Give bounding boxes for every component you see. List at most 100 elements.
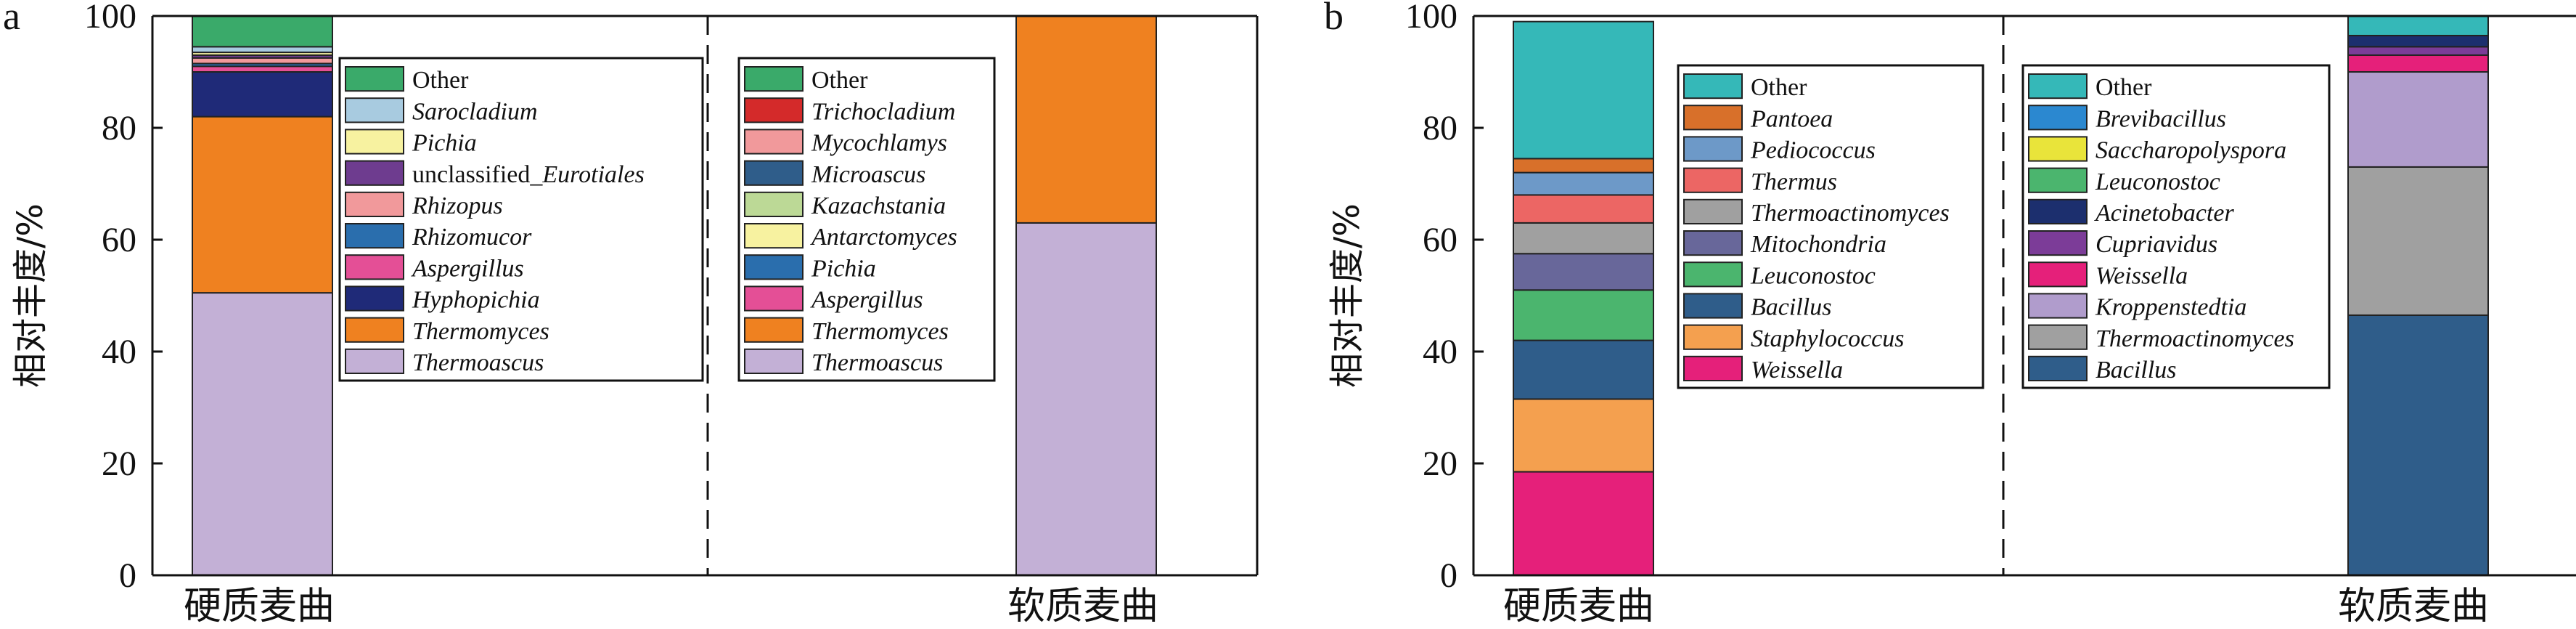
y-tick-label: 40 bbox=[1423, 333, 1457, 371]
legend-swatch bbox=[345, 223, 404, 249]
y-tick-label: 20 bbox=[1423, 445, 1457, 483]
legend-label: Cupriavidus bbox=[2095, 231, 2217, 258]
y-tick-label: 80 bbox=[102, 109, 136, 147]
legend-label: Acinetobacter bbox=[2094, 200, 2234, 227]
panel-label: b bbox=[1324, 0, 1344, 38]
legend-2: Other Trichocladium Mycochlamys Microascus K… bbox=[737, 57, 996, 382]
legend-label: unclassified_Eurotiales bbox=[412, 161, 645, 188]
y-tick-label: 0 bbox=[119, 556, 136, 595]
legend-swatch bbox=[1683, 230, 1743, 256]
y-tick-label: 40 bbox=[102, 333, 136, 371]
legend-label: Staphylococcus bbox=[1751, 325, 1905, 352]
bar-segment bbox=[192, 65, 333, 73]
y-tick-label: 20 bbox=[102, 445, 136, 483]
legend-label: Pichia bbox=[412, 130, 477, 157]
legend-label: Other bbox=[2095, 74, 2152, 101]
legend-swatch bbox=[744, 191, 804, 217]
legend-swatch bbox=[2028, 167, 2088, 193]
bar-segment bbox=[1513, 471, 1654, 576]
legend-label: Leuconostoc bbox=[2095, 169, 2220, 195]
legend-swatch bbox=[744, 254, 804, 280]
y-tick-label: 0 bbox=[1440, 556, 1457, 595]
bar-segment bbox=[192, 15, 333, 48]
legend-swatch bbox=[2028, 230, 2088, 256]
legend-label: Other bbox=[1751, 74, 1807, 101]
legend-label: Brevibacillus bbox=[2095, 105, 2226, 132]
legend-swatch bbox=[744, 97, 804, 123]
legend-swatch bbox=[1683, 198, 1743, 224]
legend-swatch bbox=[2028, 198, 2088, 224]
bar-segment bbox=[2347, 166, 2489, 316]
legend-label: Thermomyces bbox=[412, 318, 549, 345]
legend-swatch bbox=[744, 129, 804, 155]
legend-swatch bbox=[2028, 105, 2088, 131]
legend-swatch bbox=[345, 129, 404, 155]
legend-swatch bbox=[744, 317, 804, 343]
bar-segment bbox=[2347, 314, 2489, 576]
bar-segment bbox=[2347, 34, 2489, 48]
legend-label: Thermus bbox=[1751, 169, 1837, 195]
x-tick-label: 软质麦曲 bbox=[1007, 585, 1158, 628]
legend-label: Kroppenstedtia bbox=[2095, 294, 2246, 321]
legend-label: Other bbox=[811, 67, 868, 94]
legend-label: Other bbox=[412, 67, 469, 94]
legend-swatch bbox=[1683, 293, 1743, 319]
bar-segment bbox=[2347, 71, 2489, 168]
x-tick-label: 软质麦曲 bbox=[2338, 585, 2489, 628]
bar-segment bbox=[1513, 339, 1654, 400]
legend-swatch bbox=[744, 160, 804, 186]
bar-segment bbox=[1513, 194, 1654, 224]
legend-swatch bbox=[744, 66, 804, 92]
y-tick-label: 80 bbox=[1423, 109, 1457, 147]
legend-swatch bbox=[345, 66, 404, 92]
legend-swatch bbox=[1683, 136, 1743, 162]
legend-label: Rhizomucor bbox=[412, 224, 532, 251]
bar-segment bbox=[192, 46, 333, 54]
legend-label: Pediococcus bbox=[1750, 137, 1876, 164]
legend-swatch bbox=[345, 160, 404, 186]
legend-swatch bbox=[2028, 261, 2088, 288]
legend-label: Microascus bbox=[811, 161, 925, 188]
legend-label: Kazachstania bbox=[811, 192, 946, 219]
legend-swatch bbox=[1683, 105, 1743, 131]
legend-label: Aspergillus bbox=[810, 287, 923, 314]
y-axis-label: 相对丰度/% bbox=[1327, 203, 1367, 388]
bar-segment bbox=[1513, 20, 1654, 160]
legend-2: Other Brevibacillus Saccharopolyspora Leuco… bbox=[2021, 64, 2331, 389]
legend-swatch bbox=[2028, 136, 2088, 162]
legend-swatch bbox=[345, 97, 404, 123]
legend-swatch bbox=[1683, 324, 1743, 350]
legend-swatch bbox=[345, 348, 404, 374]
legend-label: Thermoactinomyces bbox=[1751, 200, 1950, 227]
bar-segment bbox=[1015, 15, 1157, 224]
legend-label: Antarctomyces bbox=[810, 224, 957, 251]
legend-label: Bacillus bbox=[2095, 357, 2176, 384]
legend-label: Weissella bbox=[1751, 357, 1843, 384]
y-tick-label: 60 bbox=[102, 221, 136, 259]
bar-segment bbox=[1513, 289, 1654, 341]
legend-swatch bbox=[744, 348, 804, 374]
legend-1: Other Sarocladium Pichia unclassified_Eurot… bbox=[338, 57, 704, 382]
legend-swatch bbox=[345, 317, 404, 343]
bar-segment bbox=[1513, 253, 1654, 291]
legend-label: Thermoascus bbox=[811, 349, 943, 376]
legend-swatch bbox=[345, 254, 404, 280]
y-axis-label: 相对丰度/% bbox=[10, 203, 51, 388]
legend-label: Pantoea bbox=[1750, 105, 1833, 132]
legend-label: Rhizopus bbox=[412, 192, 503, 219]
legend-swatch bbox=[2028, 293, 2088, 319]
bar-segment bbox=[192, 57, 333, 65]
bar-segment bbox=[1015, 222, 1157, 576]
bar-segment bbox=[1513, 171, 1654, 196]
legend-swatch bbox=[1683, 355, 1743, 381]
legend-label: Thermomyces bbox=[811, 318, 949, 345]
legend-swatch bbox=[2028, 355, 2088, 381]
x-tick-label: 硬质麦曲 bbox=[184, 585, 335, 628]
legend-swatch bbox=[1683, 167, 1743, 193]
bar-segment bbox=[192, 71, 333, 118]
legend-swatch bbox=[345, 285, 404, 312]
bar-segment bbox=[1513, 158, 1654, 174]
legend-label: Trichocladium bbox=[811, 98, 955, 125]
legend-swatch bbox=[345, 191, 404, 217]
